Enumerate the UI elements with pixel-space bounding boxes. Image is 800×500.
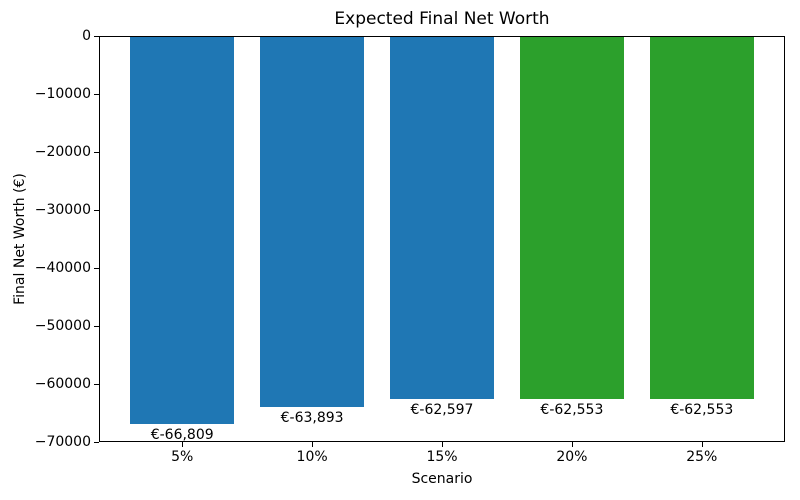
- x-tick-mark: [182, 442, 184, 447]
- bar: [260, 36, 364, 407]
- y-axis-label: Final Net Worth (€): [12, 173, 28, 305]
- bar-value-label: €-62,553: [670, 401, 734, 418]
- x-tick-mark: [701, 442, 703, 447]
- bar-value-label: €-62,597: [410, 402, 474, 419]
- bar-value-label: €-66,809: [150, 426, 214, 443]
- y-tick-mark: [94, 93, 99, 95]
- y-tick-mark: [94, 267, 99, 269]
- y-tick-label: 0: [82, 28, 91, 44]
- chart-title: Expected Final Net Worth: [334, 9, 550, 29]
- x-tick-mark: [571, 442, 573, 447]
- y-tick-label: −70000: [34, 434, 91, 450]
- y-tick-label: −60000: [34, 376, 91, 392]
- y-tick-mark: [94, 325, 99, 327]
- x-tick-mark: [442, 442, 443, 447]
- y-tick-label: −40000: [34, 260, 91, 276]
- x-tick-mark: [312, 442, 314, 447]
- y-tick-mark: [94, 383, 99, 385]
- y-tick-label: −50000: [34, 318, 91, 334]
- bar-value-label: €-62,553: [540, 401, 604, 418]
- x-axis-label: Scenario: [411, 471, 473, 487]
- y-tick-label: −30000: [34, 202, 91, 218]
- bar: [130, 36, 235, 424]
- bar: [520, 36, 624, 399]
- bar: [649, 36, 754, 399]
- bar: [390, 36, 494, 400]
- y-tick-label: −10000: [34, 86, 91, 102]
- y-tick-mark: [94, 209, 99, 211]
- x-tick-label: 15%: [426, 449, 458, 465]
- x-tick-label: 10%: [296, 449, 328, 465]
- bar-value-label: €-63,893: [280, 409, 344, 426]
- x-tick-label: 25%: [686, 449, 718, 465]
- y-tick-mark: [94, 35, 99, 37]
- y-tick-mark: [94, 151, 99, 153]
- x-tick-label: 5%: [171, 449, 194, 465]
- x-tick-label: 20%: [556, 449, 588, 465]
- y-tick-mark: [94, 441, 99, 443]
- y-tick-label: −20000: [34, 144, 91, 160]
